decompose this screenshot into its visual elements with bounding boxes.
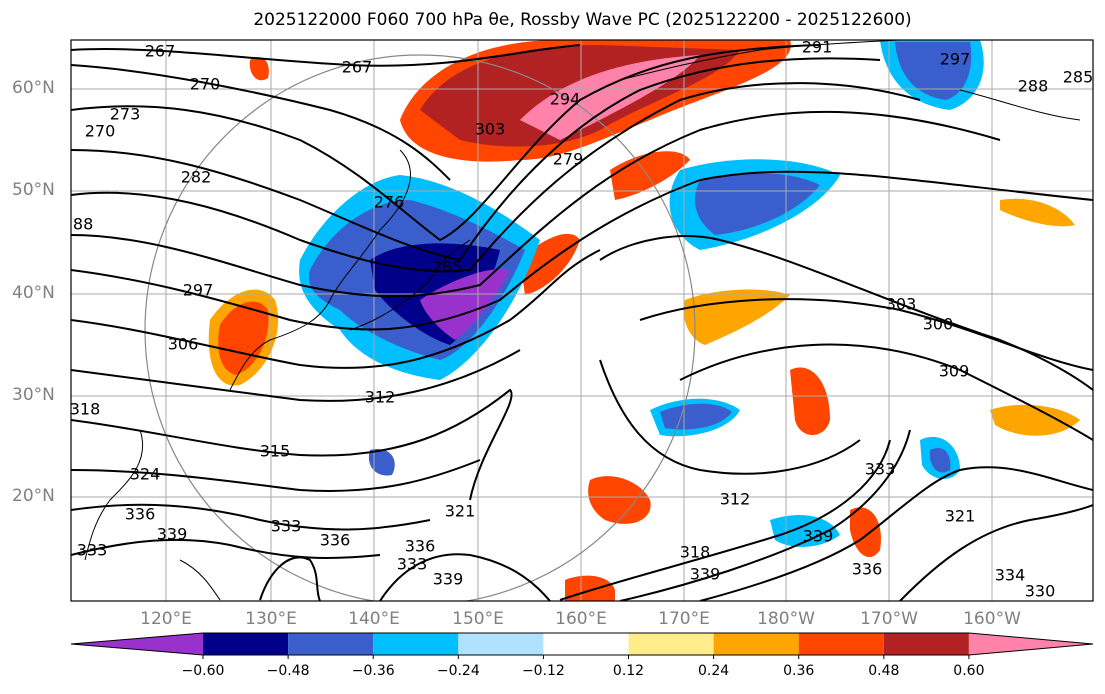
- contour-label: 336: [320, 531, 351, 550]
- contour-label: 312: [365, 388, 396, 407]
- lon-label: 180°W: [757, 609, 815, 629]
- contour-label: 339: [803, 527, 834, 546]
- contour-label: 336: [125, 505, 156, 524]
- colorbar-segment: [628, 633, 714, 655]
- lon-label: 160°W: [963, 609, 1021, 629]
- contour-label: 309: [939, 362, 970, 381]
- colorbar-segment: [968, 633, 1093, 655]
- contour-labels: 267 270 273 270 267 282 276 288 285 297 …: [63, 38, 1094, 601]
- contour-label: 294: [550, 90, 581, 109]
- contour-label: 333: [271, 517, 302, 536]
- colorbar-tick-label: 0.24: [698, 663, 730, 679]
- colorbar-segment: [883, 633, 969, 655]
- colorbar-segment: [71, 633, 203, 655]
- lon-label: 160°E: [555, 609, 607, 629]
- contour-label: 303: [886, 295, 917, 314]
- contour-label: 339: [433, 570, 464, 589]
- lon-label: 170°W: [860, 609, 918, 629]
- contour-label: 267: [145, 42, 176, 61]
- contour-label: 285: [1063, 68, 1094, 87]
- contour-label: 303: [475, 120, 506, 139]
- contour-label: 333: [865, 460, 896, 479]
- lat-label: 30°N: [12, 385, 55, 405]
- theta-e-contours: [71, 44, 1093, 601]
- colorbar-tick-label: 0.48: [868, 663, 900, 679]
- colorbar-segment: [288, 633, 374, 655]
- contour-label: 339: [157, 525, 188, 544]
- contour-label: 315: [260, 442, 291, 461]
- graticule: [71, 40, 1093, 601]
- colorbar-segment: [543, 633, 629, 655]
- contour-label: 267: [342, 58, 373, 77]
- lon-label: 140°E: [348, 609, 400, 629]
- contour-label: 270: [85, 122, 116, 141]
- contour-label: 321: [445, 502, 476, 521]
- colorbar-segment: [203, 633, 289, 655]
- contour-label: 334: [995, 566, 1026, 585]
- contour-label: 270: [190, 75, 221, 94]
- lon-label: 130°E: [245, 609, 297, 629]
- coastlines: [84, 40, 1081, 601]
- colorbar-tick-label: −0.60: [181, 663, 225, 679]
- contour-label: 273: [110, 105, 141, 124]
- contour-label: 300: [923, 315, 954, 334]
- lat-label: 60°N: [12, 78, 55, 98]
- colorbar-tick-label: −0.24: [436, 663, 480, 679]
- lon-label: 170°E: [658, 609, 710, 629]
- contour-label: 333: [397, 555, 428, 574]
- contour-label: 306: [168, 335, 199, 354]
- lat-label: 20°N: [12, 486, 55, 506]
- map-frame: [70, 39, 1094, 602]
- colorbar-tick-label: −0.36: [351, 663, 395, 679]
- colorbar-tick-label: 0.12: [612, 663, 645, 679]
- lon-label: 150°E: [452, 609, 504, 629]
- positive-anomaly-shading: [208, 40, 1080, 601]
- colorbar-tick-label: 0.36: [783, 663, 815, 679]
- lat-label: 50°N: [12, 180, 55, 200]
- lat-label: 40°N: [12, 283, 55, 303]
- contour-label: 276: [374, 193, 405, 212]
- contour-label: 288: [63, 215, 94, 234]
- contour-label: 297: [940, 50, 971, 69]
- contour-label: 312: [720, 490, 751, 509]
- colorbar-segment: [713, 633, 799, 655]
- contour-label: 318: [70, 400, 101, 419]
- contour-label: 285: [432, 258, 463, 277]
- lon-label: 120°E: [140, 609, 192, 629]
- colorbar-segment: [458, 633, 544, 655]
- map-title: 2025122000 F060 700 hPa θe, Rossby Wave …: [253, 10, 912, 30]
- contour-label: 279: [553, 150, 584, 169]
- contour-label: 282: [181, 168, 212, 187]
- contour-label: 336: [852, 560, 883, 579]
- contour-label: 339: [690, 565, 721, 584]
- contour-label: 318: [680, 543, 711, 562]
- projection-boundary-arc: [144, 54, 696, 601]
- contour-label: 321: [945, 507, 976, 526]
- contour-label: 330: [1025, 582, 1056, 601]
- colorbar-tick-label: 0.60: [953, 663, 985, 679]
- colorbar-segment: [798, 633, 884, 655]
- contour-label: 291: [802, 38, 833, 57]
- contour-label: 336: [405, 537, 436, 556]
- contour-label: 324: [130, 465, 161, 484]
- colorbar-tick-label: −0.12: [521, 663, 565, 679]
- contour-label: 297: [183, 281, 214, 300]
- colorbar-tick-label: −0.48: [266, 663, 310, 679]
- colorbar-segment: [373, 633, 459, 655]
- contour-label: 288: [1018, 77, 1049, 96]
- contour-label: 333: [77, 541, 108, 560]
- colorbar: [70, 632, 1094, 659]
